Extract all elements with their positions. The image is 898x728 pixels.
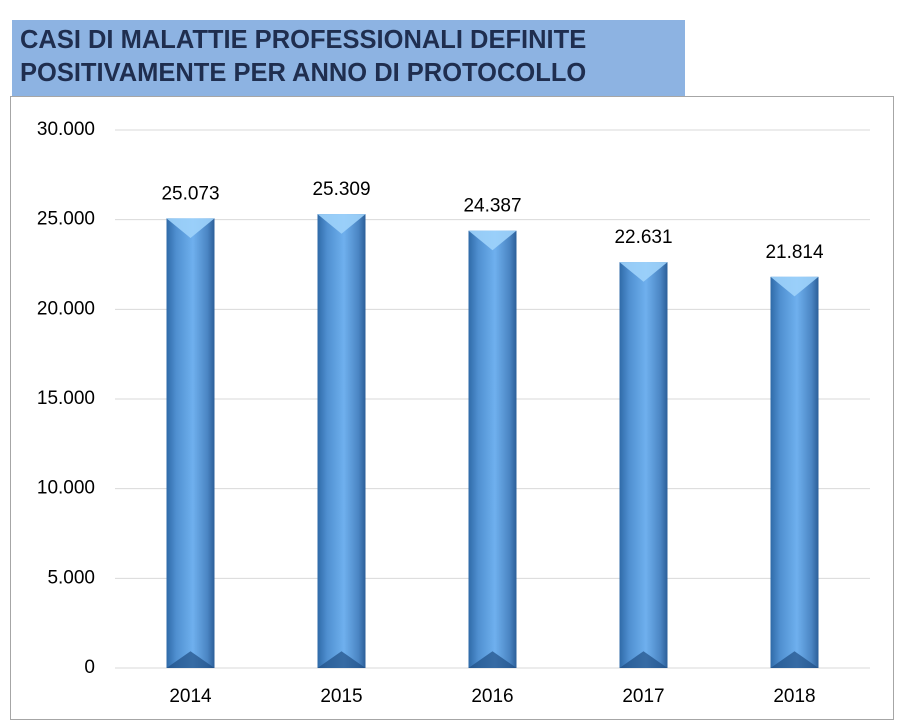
data-label: 22.631 bbox=[614, 227, 672, 248]
bar-bevel-top bbox=[619, 262, 668, 282]
bar bbox=[166, 218, 215, 668]
x-tick-label: 2014 bbox=[169, 686, 212, 707]
bar bbox=[619, 262, 668, 668]
x-tick-label: 2018 bbox=[773, 686, 815, 707]
chart-frame bbox=[10, 96, 894, 720]
chart-title: CASI DI MALATTIE PROFESSIONALI DEFINITE bbox=[20, 26, 587, 54]
title-box: CASI DI MALATTIE PROFESSIONALI DEFINITE … bbox=[12, 20, 685, 96]
bar bbox=[468, 230, 517, 669]
y-tick-label: 10.000 bbox=[37, 478, 95, 499]
bar-bevel-bottom bbox=[468, 651, 517, 668]
bar-bevel-bottom bbox=[317, 651, 366, 668]
x-tick-label: 2017 bbox=[622, 686, 664, 707]
bar-bevel-bottom bbox=[619, 651, 668, 668]
bar-bevel-top bbox=[770, 276, 819, 297]
bar-bevel-top bbox=[468, 230, 517, 251]
y-tick-label: 5.000 bbox=[47, 567, 95, 588]
bar-bevel-bottom bbox=[166, 651, 215, 668]
bar-bevel-bottom bbox=[770, 651, 819, 668]
bar bbox=[770, 276, 819, 668]
data-label: 25.309 bbox=[312, 179, 370, 200]
data-label: 21.814 bbox=[765, 242, 824, 263]
data-label: 25.073 bbox=[161, 183, 219, 204]
y-tick-label: 20.000 bbox=[37, 298, 95, 319]
y-tick-label: 30.000 bbox=[37, 119, 95, 140]
y-tick-label: 15.000 bbox=[37, 388, 95, 409]
bar-bevel-top bbox=[317, 214, 366, 234]
x-tick-label: 2016 bbox=[471, 686, 513, 707]
data-label: 24.387 bbox=[463, 196, 521, 217]
bar-bevel-top bbox=[166, 218, 215, 238]
x-tick-label: 2015 bbox=[320, 686, 362, 707]
chart-title: POSITIVAMENTE PER ANNO DI PROTOCOLLO bbox=[20, 59, 587, 87]
y-tick-label: 0 bbox=[84, 657, 95, 678]
y-tick-label: 25.000 bbox=[37, 209, 95, 230]
bar bbox=[317, 214, 366, 669]
